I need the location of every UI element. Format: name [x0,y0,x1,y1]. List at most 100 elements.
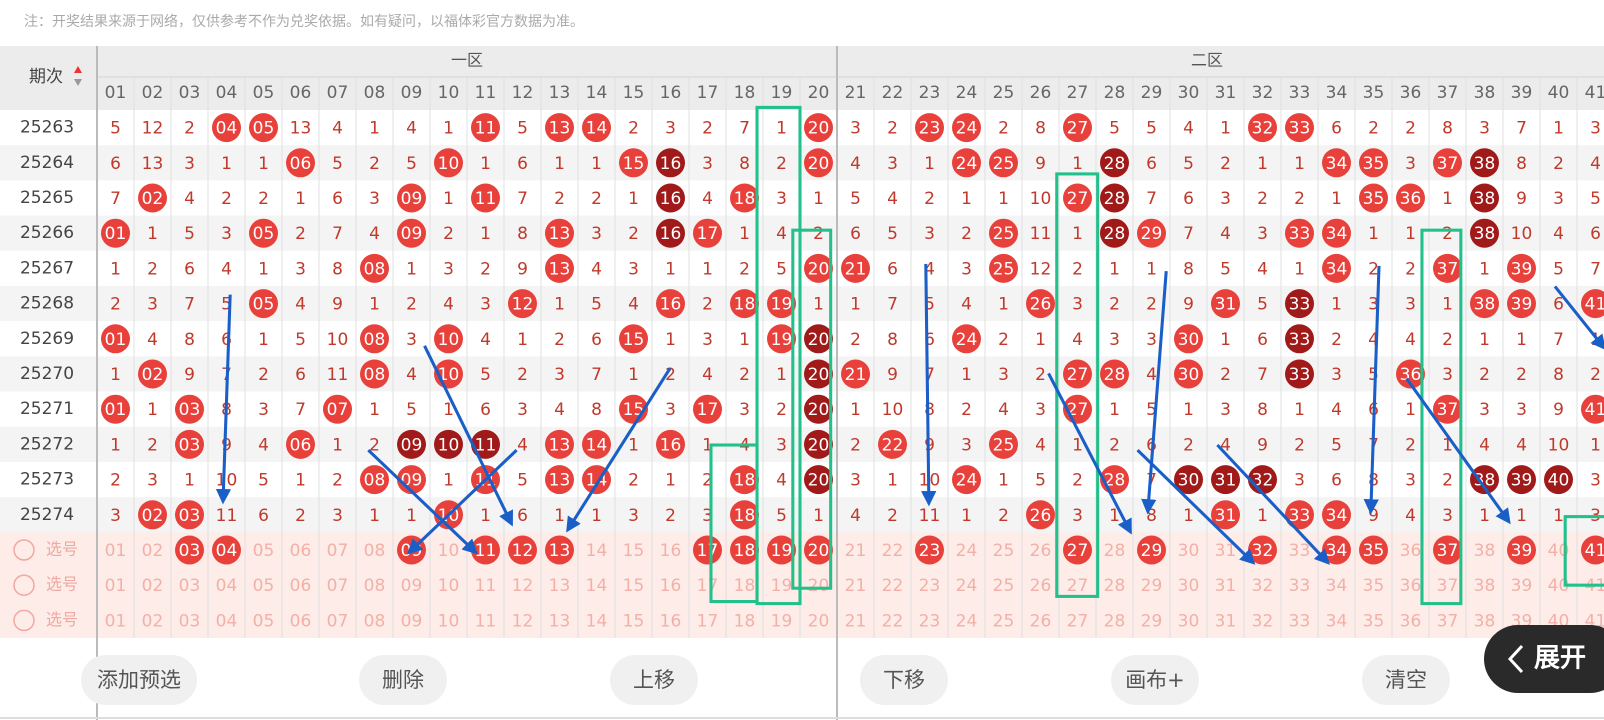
pick-number[interactable]: 17 [697,576,719,596]
pick-number[interactable]: 28 [1104,541,1126,561]
action-button[interactable] [81,655,197,705]
pick-number[interactable]: 15 [623,541,645,561]
pick-number[interactable]: 19 [771,576,793,596]
action-label[interactable]: 画布+ [1125,668,1185,692]
pick-number[interactable]: 02 [142,611,164,631]
pick-number[interactable]: 34 [1326,576,1348,596]
pick-number[interactable]: 02 [142,576,164,596]
action-label[interactable]: 添加预选 [97,668,181,692]
pick-number[interactable]: 27 [1067,611,1089,631]
pick-number[interactable]: 24 [956,541,978,561]
pick-number[interactable]: 24 [956,611,978,631]
pick-number[interactable]: 37 [1437,576,1459,596]
pick-number[interactable]: 21 [845,541,867,561]
pick-ball[interactable] [1433,535,1462,565]
pick-number[interactable]: 14 [586,541,608,561]
pick-number[interactable]: 12 [512,611,534,631]
pick-number[interactable]: 37 [1437,611,1459,631]
pick-number[interactable]: 36 [1400,611,1422,631]
pick-number[interactable]: 23 [919,541,941,561]
pick-number[interactable]: 15 [623,611,645,631]
pick-number[interactable]: 32 [1252,611,1274,631]
pick-number[interactable]: 20 [808,541,830,561]
pick-ball[interactable] [693,535,722,565]
pick-number[interactable]: 06 [290,541,312,561]
pick-number[interactable]: 21 [845,576,867,596]
pick-number[interactable]: 18 [734,541,756,561]
pick-number[interactable]: 17 [697,611,719,631]
action-label[interactable]: 删除 [382,668,424,692]
pick-number[interactable]: 05 [253,541,275,561]
pick-number[interactable]: 30 [1178,541,1200,561]
pick-number[interactable]: 31 [1215,541,1237,561]
pick-ball[interactable] [212,535,241,565]
pick-number[interactable]: 14 [586,611,608,631]
pick-number[interactable]: 39 [1511,541,1533,561]
pick-ball[interactable] [1063,535,1092,565]
pick-ball[interactable] [730,535,759,565]
action-label[interactable]: 上移 [633,668,675,692]
pick-number[interactable]: 22 [882,541,904,561]
pick-number[interactable]: 08 [364,541,386,561]
pick-number[interactable]: 13 [549,576,571,596]
pick-number[interactable]: 11 [475,541,497,561]
pick-number[interactable]: 04 [216,541,238,561]
pick-ball[interactable] [508,535,537,565]
pick-number[interactable]: 26 [1030,576,1052,596]
pick-ball[interactable] [1359,535,1388,565]
pick-number[interactable]: 28 [1104,611,1126,631]
pick-number[interactable]: 29 [1141,541,1163,561]
pick-number[interactable]: 35 [1363,576,1385,596]
pick-number[interactable]: 38 [1474,541,1496,561]
action-button[interactable] [860,655,948,705]
pick-number[interactable]: 16 [660,576,682,596]
pick-number[interactable]: 20 [808,611,830,631]
pick-ball[interactable] [915,535,944,565]
pick-number[interactable]: 20 [808,576,830,596]
pick-number[interactable]: 32 [1252,576,1274,596]
pick-number[interactable]: 11 [475,576,497,596]
pick-number[interactable]: 14 [586,576,608,596]
pick-number[interactable]: 18 [734,576,756,596]
pick-number[interactable]: 36 [1400,541,1422,561]
pick-number[interactable]: 01 [105,541,127,561]
pick-number[interactable]: 09 [401,576,423,596]
action-button[interactable] [610,655,698,705]
pick-number[interactable]: 01 [105,576,127,596]
pick-number[interactable]: 29 [1141,576,1163,596]
pick-number[interactable]: 17 [697,541,719,561]
pick-number[interactable]: 31 [1215,576,1237,596]
action-button[interactable] [359,655,447,705]
pick-number[interactable]: 12 [512,541,534,561]
action-label[interactable]: 下移 [883,668,925,692]
pick-number[interactable]: 26 [1030,541,1052,561]
pick-number[interactable]: 10 [438,576,460,596]
pick-number[interactable]: 07 [327,541,349,561]
pick-number[interactable]: 23 [919,576,941,596]
pick-number[interactable]: 07 [327,611,349,631]
pick-number[interactable]: 10 [438,541,460,561]
pick-number[interactable]: 02 [142,541,164,561]
pick-number[interactable]: 25 [993,611,1015,631]
pick-number[interactable]: 26 [1030,611,1052,631]
pick-number[interactable]: 16 [660,541,682,561]
pick-number[interactable]: 27 [1067,576,1089,596]
expand-pill[interactable] [1484,625,1604,693]
pick-number[interactable]: 21 [845,611,867,631]
pick-number[interactable]: 31 [1215,611,1237,631]
pick-number[interactable]: 09 [401,611,423,631]
pick-radio[interactable] [13,539,35,561]
pick-number[interactable]: 16 [660,611,682,631]
pick-number[interactable]: 24 [956,576,978,596]
pick-number[interactable]: 07 [327,576,349,596]
pick-number[interactable]: 18 [734,611,756,631]
pick-number[interactable]: 04 [216,611,238,631]
pick-number[interactable]: 10 [438,611,460,631]
pick-number[interactable]: 30 [1178,611,1200,631]
pick-ball[interactable] [804,535,833,565]
action-label[interactable]: 清空 [1385,668,1427,692]
pick-ball[interactable] [767,535,796,565]
action-button[interactable] [1111,655,1199,705]
pick-number[interactable]: 36 [1400,576,1422,596]
pick-number[interactable]: 41 [1585,541,1604,561]
